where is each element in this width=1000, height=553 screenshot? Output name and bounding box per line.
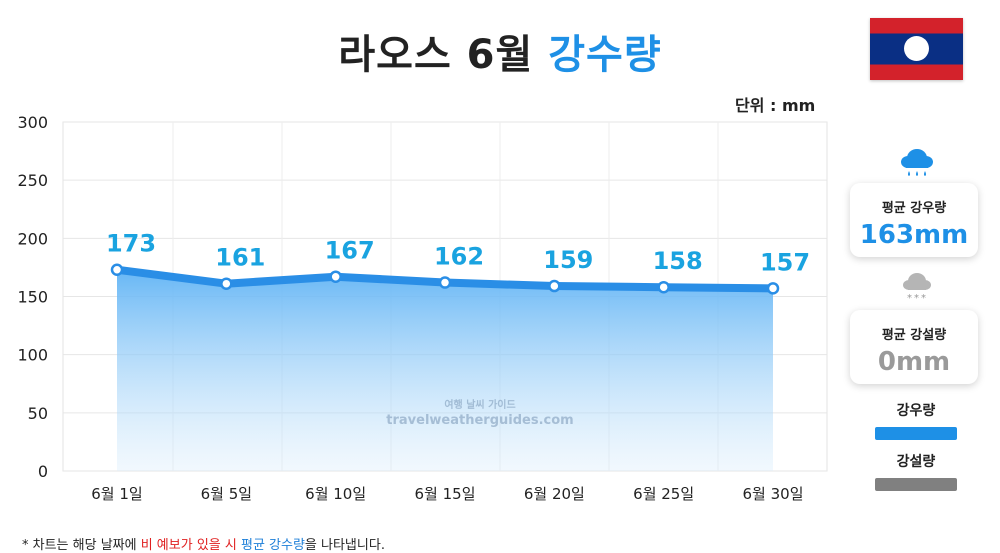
x-tick-label: 6월 10일 <box>305 485 366 503</box>
rain-data-label: 167 <box>325 237 375 265</box>
avg-snow-card: 평균 강설량 0mm <box>850 310 978 384</box>
y-tick-label: 300 <box>17 113 48 132</box>
y-tick-label: 100 <box>17 346 48 365</box>
y-tick-label: 200 <box>17 229 48 248</box>
rain-data-label: 158 <box>653 247 703 275</box>
footnote: * 차트는 해당 날짜에 비 예보가 있을 시 평균 강수량을 나타냅니다. <box>22 534 385 553</box>
rain-area <box>117 269 773 471</box>
watermark: 여행 날씨 가이드 travelweatherguides.com <box>380 398 580 428</box>
legend-rain-swatch <box>875 427 957 440</box>
y-tick-label: 250 <box>17 171 48 190</box>
x-tick-label: 6월 25일 <box>633 485 694 503</box>
rain-point <box>438 276 452 289</box>
x-tick-label: 6월 5일 <box>201 485 252 503</box>
footnote-suffix: 을 나타냅니다. <box>304 538 385 553</box>
rain-data-label: 159 <box>543 246 593 274</box>
footnote-red: 비 예보가 있을 시 <box>140 538 237 553</box>
footnote-blue: 평균 강수량 <box>240 538 305 553</box>
rain-data-label: 173 <box>106 230 156 258</box>
avg-snow-label: 평균 강설량 <box>881 328 947 343</box>
x-tick-label: 6월 20일 <box>524 485 585 503</box>
legend-snow-swatch <box>875 478 957 491</box>
rain-data-label: 157 <box>760 248 810 276</box>
page-title: 라오스 6월 강수량 <box>0 22 1000 80</box>
snow-cloud-icon: * * * <box>903 273 931 302</box>
x-tick-label: 6월 1일 <box>91 485 142 503</box>
title-accent: 강수량 <box>548 32 662 78</box>
watermark-line1: 여행 날씨 가이드 <box>444 400 516 411</box>
y-tick-label: 50 <box>28 404 48 423</box>
svg-text:*: * <box>921 293 926 302</box>
y-tick-label: 0 <box>38 462 48 481</box>
legend-rain-label: 강우량 <box>896 403 936 419</box>
legend-snow-label: 강설량 <box>896 454 936 470</box>
avg-rain-card: 평균 강우량 163mm <box>850 183 978 257</box>
watermark-line2: travelweatherguides.com <box>386 413 574 428</box>
x-tick-label: 6월 15일 <box>415 485 476 503</box>
rain-point <box>329 270 342 283</box>
rain-point <box>220 277 233 290</box>
x-tick-label: 6월 30일 <box>743 485 804 503</box>
rain-data-label: 161 <box>215 244 265 272</box>
rain-point <box>548 279 561 293</box>
avg-rain-value: 163mm <box>859 220 969 250</box>
svg-text:*: * <box>907 293 912 302</box>
avg-rain-label: 평균 강우량 <box>881 201 947 216</box>
rain-data-label: 162 <box>434 243 484 271</box>
unit-label: 단위 : mm <box>735 96 816 115</box>
title-main: 라오스 6월 <box>338 32 534 78</box>
avg-snow-value: 0mm <box>877 347 951 377</box>
laos-flag-icon <box>870 18 963 80</box>
y-tick-label: 150 <box>17 288 48 307</box>
footnote-prefix: * 차트는 해당 날짜에 <box>22 538 141 553</box>
svg-text:*: * <box>914 293 919 302</box>
rain-point <box>657 280 670 294</box>
rain-cloud-icon <box>901 149 933 176</box>
rain-point <box>766 282 780 295</box>
rain-point <box>110 263 124 276</box>
